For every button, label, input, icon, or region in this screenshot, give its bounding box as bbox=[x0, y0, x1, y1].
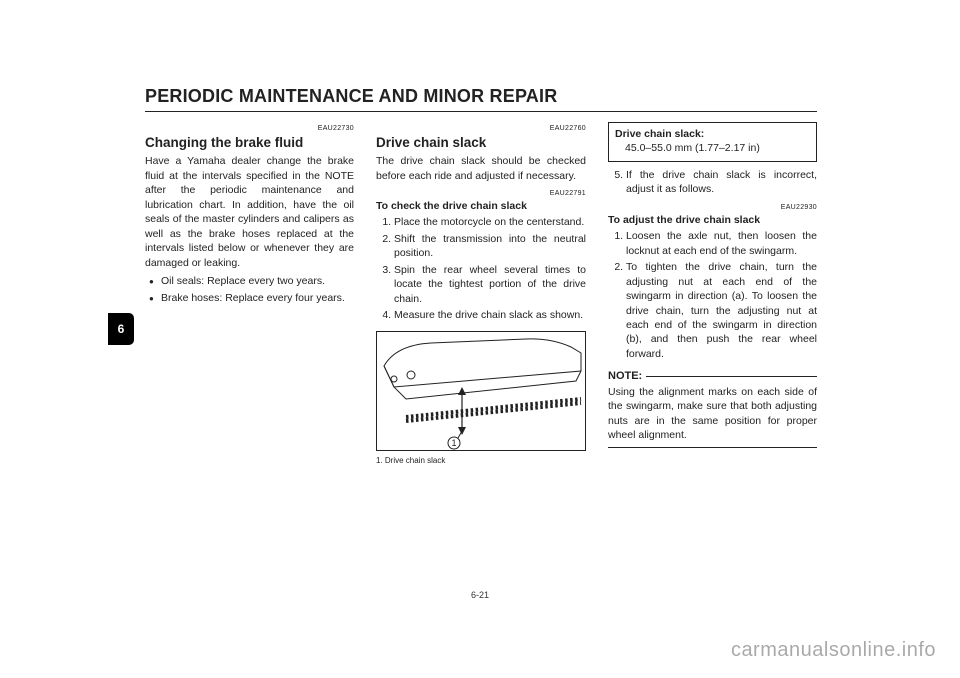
columns: EAU22730 Changing the brake fluid Have a… bbox=[145, 122, 817, 466]
ordered-steps: Place the motorcycle on the centerstand.… bbox=[376, 215, 586, 322]
ref-code: EAU22930 bbox=[608, 203, 817, 213]
column-3: Drive chain slack: 45.0–55.0 mm (1.77–2.… bbox=[608, 122, 817, 466]
page: 6 PERIODIC MAINTENANCE AND MINOR REPAIR … bbox=[0, 0, 960, 678]
step-item: Shift the transmission into the neutral … bbox=[394, 232, 586, 261]
bullet-list: Oil seals: Replace every two years. Brak… bbox=[145, 274, 354, 305]
column-2: EAU22760 Drive chain slack The drive cha… bbox=[376, 122, 586, 466]
note-label: NOTE: bbox=[608, 369, 642, 384]
note-rule bbox=[646, 376, 817, 377]
drive-chain-diagram: 1 bbox=[376, 331, 586, 451]
watermark: carmanualsonline.info bbox=[731, 639, 936, 662]
spec-title: Drive chain slack: bbox=[615, 127, 810, 141]
step-item: If the drive chain slack is incorrect, a… bbox=[626, 168, 817, 197]
step-item: Spin the rear wheel several times to loc… bbox=[394, 263, 586, 306]
content-area: PERIODIC MAINTENANCE AND MINOR REPAIR EA… bbox=[145, 86, 817, 466]
body-text: The drive chain slack should be checked … bbox=[376, 154, 586, 183]
spec-value: 45.0–55.0 mm (1.77–2.17 in) bbox=[625, 141, 810, 155]
figure-caption: 1. Drive chain slack bbox=[376, 455, 586, 466]
bullet-item: Brake hoses: Replace every four years. bbox=[149, 291, 354, 305]
subheading-adjust-slack: To adjust the drive chain slack bbox=[608, 213, 817, 227]
heading-changing-brake-fluid: Changing the brake fluid bbox=[145, 134, 354, 153]
ordered-steps: If the drive chain slack is incorrect, a… bbox=[608, 168, 817, 197]
bullet-item: Oil seals: Replace every two years. bbox=[149, 274, 354, 288]
title-rule bbox=[145, 111, 817, 112]
heading-drive-chain-slack: Drive chain slack bbox=[376, 134, 586, 153]
note-end-rule bbox=[608, 447, 817, 448]
step-item: Measure the drive chain slack as shown. bbox=[394, 308, 586, 322]
diagram-svg: 1 bbox=[376, 331, 586, 451]
page-title: PERIODIC MAINTENANCE AND MINOR REPAIR bbox=[145, 86, 817, 107]
ref-code: EAU22730 bbox=[145, 124, 354, 134]
step-item: Place the motorcycle on the centerstand. bbox=[394, 215, 586, 229]
ref-code: EAU22791 bbox=[376, 189, 586, 199]
section-tab: 6 bbox=[108, 313, 134, 345]
step-item: To tighten the drive chain, turn the adj… bbox=[626, 260, 817, 361]
spec-box: Drive chain slack: 45.0–55.0 mm (1.77–2.… bbox=[608, 122, 817, 162]
page-number: 6-21 bbox=[0, 590, 960, 600]
column-1: EAU22730 Changing the brake fluid Have a… bbox=[145, 122, 354, 466]
ref-code: EAU22760 bbox=[376, 124, 586, 134]
note-body: Using the alignment marks on each side o… bbox=[608, 385, 817, 443]
diagram-callout-1: 1 bbox=[451, 438, 456, 448]
subheading-check-slack: To check the drive chain slack bbox=[376, 199, 586, 213]
step-item: Loosen the axle nut, then loosen the loc… bbox=[626, 229, 817, 258]
body-text: Have a Yamaha dealer change the brake fl… bbox=[145, 154, 354, 270]
note-header-row: NOTE: bbox=[608, 369, 817, 384]
ordered-steps: Loosen the axle nut, then loosen the loc… bbox=[608, 229, 817, 361]
